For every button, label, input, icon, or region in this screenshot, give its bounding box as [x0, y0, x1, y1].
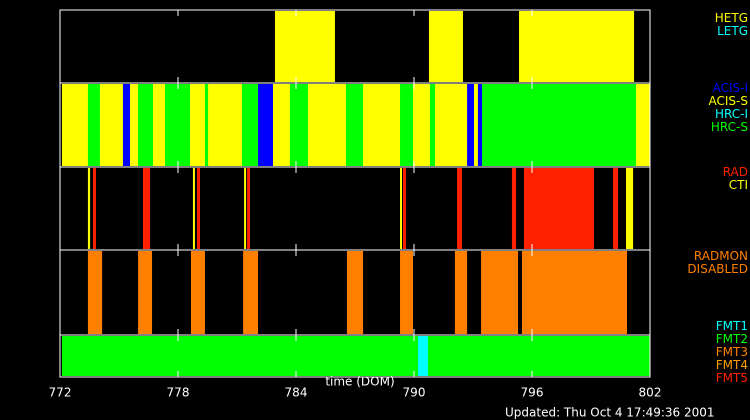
- interval: [87, 84, 100, 166]
- legend-entry: HRC-S: [710, 120, 748, 134]
- interval: [482, 84, 637, 166]
- legend-entry: RAD: [722, 165, 748, 179]
- interval: [247, 168, 250, 249]
- interval: [428, 11, 463, 82]
- interval: [523, 168, 594, 249]
- interval: [190, 251, 205, 334]
- legend-entry: RADMON DISABLED: [687, 249, 748, 276]
- interval: [138, 84, 154, 166]
- interval: [511, 168, 517, 249]
- interval: [626, 168, 634, 249]
- legend-entry: FMT4: [715, 358, 748, 372]
- legend-entry: FMT1: [715, 319, 748, 333]
- interval: [61, 336, 650, 376]
- x-tick-label: 796: [521, 386, 544, 400]
- legend: RAD CTI: [684, 166, 748, 192]
- interval: [481, 251, 519, 334]
- legend-entry: HRC-I: [714, 107, 748, 121]
- legend-entry: ACIS-S: [708, 94, 748, 108]
- x-tick-label: 790: [403, 386, 426, 400]
- interval: [400, 251, 414, 334]
- interval: [204, 84, 209, 166]
- legend-entry: LETG: [717, 24, 748, 38]
- interval: [241, 84, 259, 166]
- interval: [142, 168, 151, 249]
- legend-entry: CTI: [728, 178, 748, 192]
- legend: HETG LETG: [684, 12, 748, 38]
- interval: [244, 168, 247, 249]
- interval: [192, 168, 195, 249]
- interval: [429, 84, 436, 166]
- footer: Updated: Thu Oct 4 17:49:36 2001: [505, 406, 715, 420]
- interval: [345, 84, 364, 166]
- interval: [243, 251, 259, 334]
- interval: [521, 251, 627, 334]
- legend-entry: FMT5: [715, 371, 748, 385]
- legend-entry: FMT2: [715, 332, 748, 346]
- legend: FMT1 FMT2 FMT3 FMT4 FMT5: [684, 320, 748, 385]
- interval: [138, 251, 153, 334]
- x-tick-label: 784: [285, 386, 308, 400]
- interval: [289, 84, 308, 166]
- interval: [477, 84, 483, 166]
- interval: [402, 168, 406, 249]
- legend-entry: FMT3: [715, 345, 748, 359]
- interval: [417, 336, 428, 376]
- x-axis-label: time (DOM): [325, 375, 394, 389]
- interval: [400, 168, 403, 249]
- interval: [197, 168, 201, 249]
- interval: [258, 84, 273, 166]
- x-tick-label: 802: [639, 386, 662, 400]
- x-tick-label: 778: [167, 386, 190, 400]
- interval: [87, 251, 103, 334]
- interval: [613, 168, 618, 249]
- legend-entry: ACIS-I: [712, 81, 748, 95]
- interval: [467, 84, 474, 166]
- interval: [122, 84, 131, 166]
- interval: [457, 168, 462, 249]
- interval: [165, 84, 190, 166]
- interval: [400, 84, 414, 166]
- interval: [274, 11, 335, 82]
- interval: [519, 11, 635, 82]
- interval: [346, 251, 364, 334]
- legend: RADMON DISABLED: [684, 250, 748, 276]
- x-tick-label: 772: [49, 386, 72, 400]
- panel-frame: [59, 334, 651, 378]
- interval: [454, 251, 468, 334]
- legend-entry: HETG: [714, 11, 748, 25]
- interval: [93, 168, 96, 249]
- interval: [87, 168, 91, 249]
- legend: ACIS-I ACIS-S HRC-I HRC-S: [684, 82, 748, 134]
